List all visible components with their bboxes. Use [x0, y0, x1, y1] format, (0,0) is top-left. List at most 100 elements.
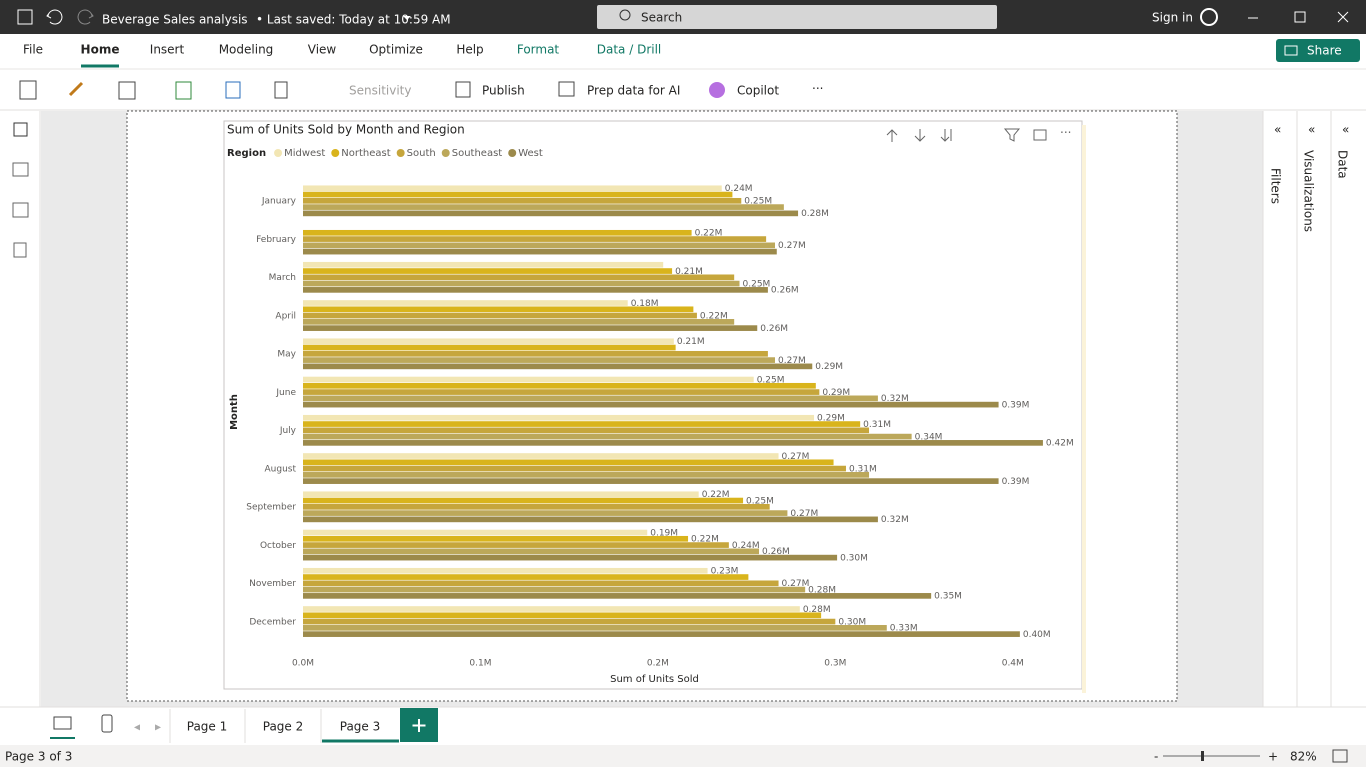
- get-data[interactable]: [118, 81, 136, 100]
- tool-copilot[interactable]: Copilot: [737, 84, 779, 98]
- bar: [303, 363, 813, 370]
- new-visual[interactable]: [225, 81, 241, 99]
- data-label: 0.19M: [650, 528, 678, 538]
- refresh[interactable]: [175, 81, 192, 100]
- data-label: 0.39M: [1002, 477, 1030, 487]
- close[interactable]: [1337, 11, 1349, 23]
- y-tick-label: August: [265, 464, 297, 474]
- collapse[interactable]: «: [1274, 123, 1281, 137]
- bar: [303, 529, 648, 536]
- dropdown[interactable]: [403, 16, 411, 20]
- fit-page[interactable]: [1332, 749, 1348, 763]
- bar: [303, 491, 699, 498]
- pane-visualizations[interactable]: Visualizations: [1302, 150, 1316, 232]
- desktop-layout[interactable]: [53, 716, 72, 730]
- paste-icon[interactable]: [19, 80, 37, 100]
- page-tab[interactable]: Page 2: [263, 720, 304, 734]
- pane-filters[interactable]: Filters: [1269, 168, 1283, 204]
- data-label: 0.27M: [782, 452, 810, 462]
- zoom-in[interactable]: +: [1268, 750, 1278, 764]
- bar: [303, 300, 628, 306]
- ribbon-tab[interactable]: Home: [81, 43, 120, 57]
- sign-in[interactable]: Sign in: [1152, 11, 1193, 25]
- maximize[interactable]: [1294, 11, 1306, 23]
- ribbon-tab[interactable]: Help: [456, 43, 483, 57]
- bar: [303, 395, 878, 402]
- data-label: 0.33M: [890, 624, 918, 634]
- chart-title: Sum of Units Sold by Month and Region: [227, 123, 465, 137]
- bar: [303, 414, 815, 421]
- y-tick-label: January: [261, 197, 297, 207]
- zoom-out[interactable]: -: [1154, 750, 1158, 764]
- ribbon-tab[interactable]: File: [23, 43, 43, 57]
- bar: [303, 554, 838, 561]
- pane-data[interactable]: Data: [1336, 150, 1350, 179]
- data-label: 0.32M: [881, 515, 909, 525]
- report-view[interactable]: [13, 122, 28, 137]
- page-count: Page 3 of 3: [5, 750, 72, 764]
- legend-marker: [441, 149, 450, 157]
- data-label: 0.25M: [757, 375, 785, 385]
- y-tick-label: July: [279, 426, 297, 436]
- next-page[interactable]: ▸: [155, 720, 161, 734]
- ribbon-tab[interactable]: View: [308, 43, 337, 57]
- zoom-thumb[interactable]: [1201, 751, 1204, 761]
- page-tab-active[interactable]: Page 3: [340, 720, 381, 734]
- x-tick-label: 0.0M: [292, 659, 314, 669]
- tool-prep[interactable]: Prep data for AI: [587, 84, 680, 98]
- search-box[interactable]: [597, 5, 997, 29]
- undo-icon[interactable]: [46, 9, 63, 25]
- bar: [303, 248, 777, 255]
- avatar[interactable]: [1200, 8, 1218, 26]
- tool-sensitivity[interactable]: Sensitivity: [349, 84, 411, 98]
- filter-icon[interactable]: [1003, 128, 1021, 142]
- data-label: 0.21M: [677, 337, 705, 347]
- visual-shadow: [1082, 125, 1086, 693]
- expand-all[interactable]: [940, 129, 952, 142]
- bar: [303, 606, 800, 612]
- tool-publish[interactable]: Publish: [482, 84, 525, 98]
- model-view[interactable]: [12, 202, 29, 218]
- legend-label: South: [407, 148, 436, 159]
- ribbon-tab[interactable]: Modeling: [219, 43, 274, 57]
- data-label: 0.39M: [1002, 400, 1030, 410]
- share-button[interactable]: [1276, 39, 1360, 62]
- data-label: 0.28M: [801, 209, 829, 219]
- ribbon-tab[interactable]: Format: [517, 43, 560, 57]
- calculator[interactable]: [274, 81, 288, 99]
- visual-more[interactable]: ···: [1060, 126, 1071, 140]
- collapse[interactable]: «: [1308, 123, 1315, 137]
- collapse[interactable]: «: [1342, 123, 1349, 137]
- ribbon-tab[interactable]: Optimize: [369, 43, 423, 57]
- data-label: 0.25M: [743, 279, 771, 289]
- drill-down[interactable]: [914, 129, 926, 142]
- prev-page[interactable]: ◂: [134, 720, 140, 734]
- focus-mode[interactable]: [1033, 129, 1047, 141]
- bar: [303, 389, 820, 395]
- x-axis-label: Sum of Units Sold: [610, 674, 699, 685]
- format-painter[interactable]: [68, 81, 84, 97]
- bar: [303, 204, 784, 210]
- bar: [303, 516, 878, 523]
- bar: [303, 433, 912, 440]
- prep-icon: [558, 81, 575, 97]
- legend-label: Northeast: [341, 148, 390, 159]
- data-label: 0.23M: [711, 567, 739, 577]
- mobile-layout[interactable]: [101, 714, 113, 733]
- data-label: 0.31M: [863, 420, 891, 430]
- drill-up[interactable]: [886, 129, 898, 142]
- redo-icon[interactable]: [77, 9, 94, 25]
- save-icon[interactable]: [17, 9, 33, 25]
- page-tab[interactable]: Page 1: [187, 720, 228, 734]
- table-view[interactable]: [12, 162, 29, 177]
- data-label: 0.29M: [817, 414, 845, 424]
- bar: [303, 510, 788, 516]
- ribbon-tab[interactable]: Insert: [150, 43, 185, 57]
- share-text: Share: [1307, 44, 1342, 58]
- dax-view[interactable]: [13, 242, 27, 258]
- more-tools[interactable]: ···: [812, 82, 823, 96]
- y-tick-label: June: [275, 388, 296, 398]
- zoom-level: 82%: [1290, 750, 1317, 764]
- ribbon-tab[interactable]: Data / Drill: [597, 43, 662, 57]
- data-label: 0.25M: [744, 197, 772, 207]
